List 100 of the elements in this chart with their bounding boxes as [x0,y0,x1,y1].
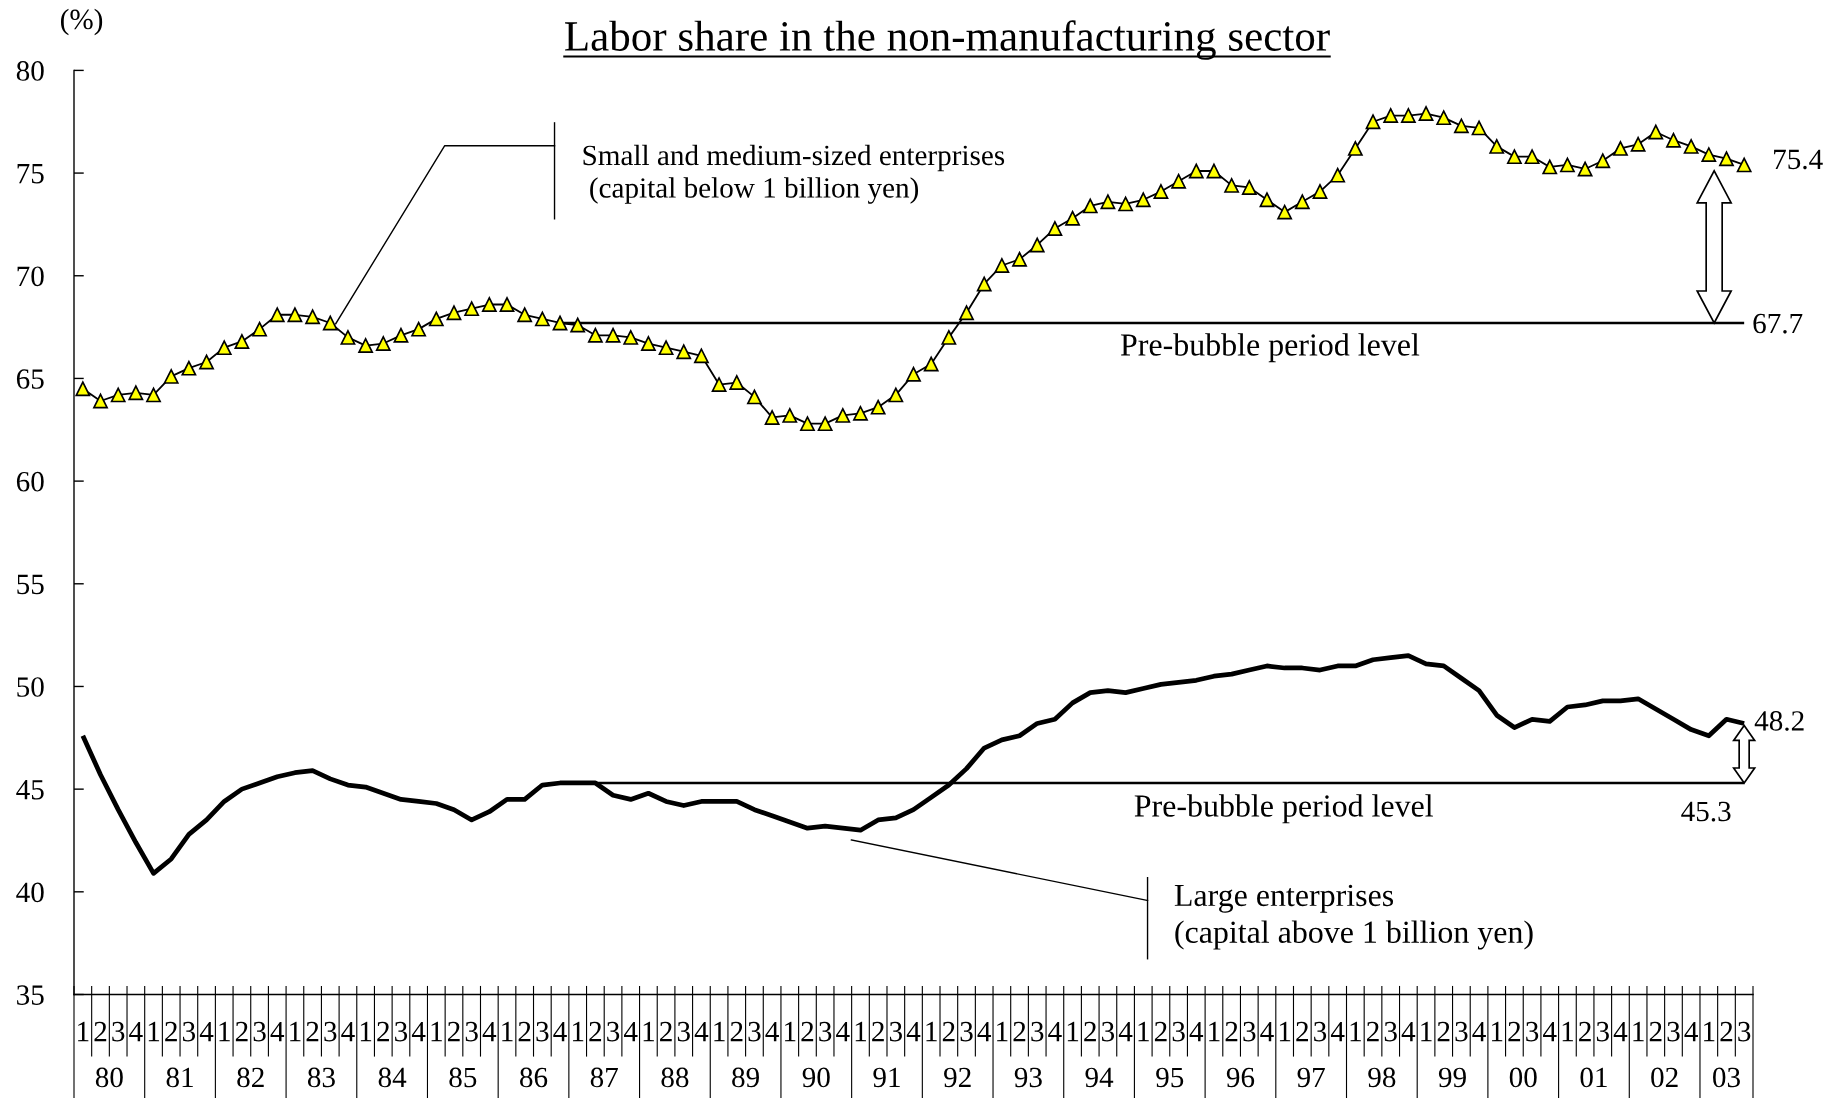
x-tick-label: 3 [1384,1021,1397,1042]
x-tick-label: 2 [1579,1021,1591,1042]
y-tick-label: 40 [16,882,44,903]
x-tick-label: 4 [1048,1021,1062,1042]
text: 97 [1297,1067,1325,1088]
x-tick-label: 1 [1138,1021,1149,1042]
y-tick-label: 60 [16,471,44,492]
series-label: Pre-bubble period level [1134,794,1433,824]
x-tick-label: 1 [1279,1021,1291,1042]
x-tick-label: 2 [1649,1021,1662,1042]
x-tick-label: 3 [889,1021,902,1042]
x-tick-label: 1 [1067,1021,1079,1042]
x-tick-label: 3 [253,1021,266,1042]
chart-title: Labor share in the non-manufacturing sector [565,20,1330,60]
x-tick-label: 2 [94,1021,107,1042]
x-tick-label: 4 [836,1021,850,1042]
y-tick-label: 65 [16,369,44,389]
x-tick-label: 3 [960,1021,973,1042]
x-tick-label: 2 [1720,1021,1733,1042]
x-tick-label: 3 [1526,1021,1539,1042]
text: 87 [590,1067,618,1088]
x-tick-label: 2 [730,1021,743,1042]
x-tick-label: 1 [643,1021,654,1042]
x-tick-label: 3 [1243,1021,1256,1042]
text: 03 [1713,1067,1740,1088]
text: 92 [944,1067,971,1088]
x-tick-label: 4 [1684,1021,1698,1042]
x-tick-label: 2 [1084,1021,1096,1042]
x-tick-label: 2 [660,1021,672,1042]
x-tick-label: 1 [431,1021,442,1042]
x-tick-label: 2 [1296,1021,1308,1042]
x-tick-label: 3 [1667,1021,1680,1042]
x-tick-label: 4 [1118,1021,1133,1042]
x-tick-label: 2 [1508,1021,1521,1042]
x-tick-label: 4 [411,1021,426,1042]
x-tick-label: 3 [1314,1021,1327,1042]
text: 01 [1580,1067,1607,1088]
x-tick-label: 1 [714,1021,725,1042]
x-tick-label: 4 [270,1021,285,1042]
text: 85 [449,1067,477,1088]
series-label: Small and medium-sized enterprises (capital below 1 billion yen) [583,144,1005,204]
x-tick-label: 1 [1492,1021,1503,1042]
y-tick-label: 35 [17,985,44,1005]
x-tick-label: 3 [677,1021,690,1042]
text: 93 [1014,1067,1042,1088]
x-tick-label: 3 [465,1021,478,1042]
x-tick-label: 4 [1543,1021,1557,1042]
x-tick-label: 4 [977,1021,992,1042]
x-tick-label: 1 [926,1021,937,1042]
data-label: 48.2 [1754,711,1804,731]
x-tick-label: 1 [1562,1021,1573,1042]
x-tick-label: 4 [624,1021,638,1042]
text: 90 [802,1067,830,1088]
x-tick-label: 3 [607,1021,620,1042]
x-tick-label: 3 [536,1021,549,1042]
x-tick-label: 3 [395,1021,408,1042]
y-tick-label: 80 [16,61,44,81]
y-tick-label: 45 [16,780,44,800]
text: 84 [378,1067,407,1088]
x-tick-label: 3 [1596,1021,1609,1042]
x-tick-label: 2 [942,1021,955,1042]
x-tick-label: 4 [765,1021,779,1042]
y-tick-label: 70 [17,266,44,287]
x-tick-label: 3 [1102,1021,1115,1042]
x-tick-label: 3 [112,1021,125,1042]
x-tick-label: 3 [1738,1021,1751,1042]
text: 00 [1509,1067,1537,1088]
x-tick-label: 4 [1401,1021,1416,1042]
x-tick-label: 3 [182,1021,196,1042]
series-label: Pre-bubble period level [1120,333,1420,363]
x-tick-label: 1 [1421,1021,1432,1042]
x-tick-label: 4 [553,1021,567,1042]
x-tick-label: 2 [377,1021,389,1042]
x-tick-label: 4 [694,1021,709,1042]
x-tick-label: 1 [785,1021,796,1042]
y-axis-title: (%) [60,8,103,36]
y-tick-label: 75 [17,164,44,184]
text: 86 [520,1067,548,1088]
text: 88 [661,1067,689,1088]
text: 83 [307,1067,335,1088]
y-tick-label: 55 [17,574,44,595]
x-tick-label: 2 [165,1021,177,1042]
x-tick-label: 4 [1472,1021,1486,1042]
text: 80 [95,1067,123,1088]
x-tick-label: 1 [855,1021,867,1042]
x-tick-label: 2 [518,1021,531,1042]
x-tick-label: 3 [1031,1021,1044,1042]
text: 98 [1368,1067,1396,1088]
data-label: 67.7 [1753,313,1803,334]
x-tick-label: 3 [819,1021,832,1042]
x-tick-label: 4 [199,1021,214,1042]
x-tick-label: 1 [1704,1021,1715,1042]
text: 99 [1438,1067,1466,1088]
x-tick-label: 3 [324,1021,337,1042]
x-tick-label: 4 [482,1021,497,1042]
x-tick-label: 2 [1225,1021,1238,1042]
x-tick-label: 3 [748,1021,761,1042]
x-tick-label: 2 [872,1021,884,1042]
x-tick-label: 1 [148,1021,160,1042]
text: 91 [873,1067,900,1088]
